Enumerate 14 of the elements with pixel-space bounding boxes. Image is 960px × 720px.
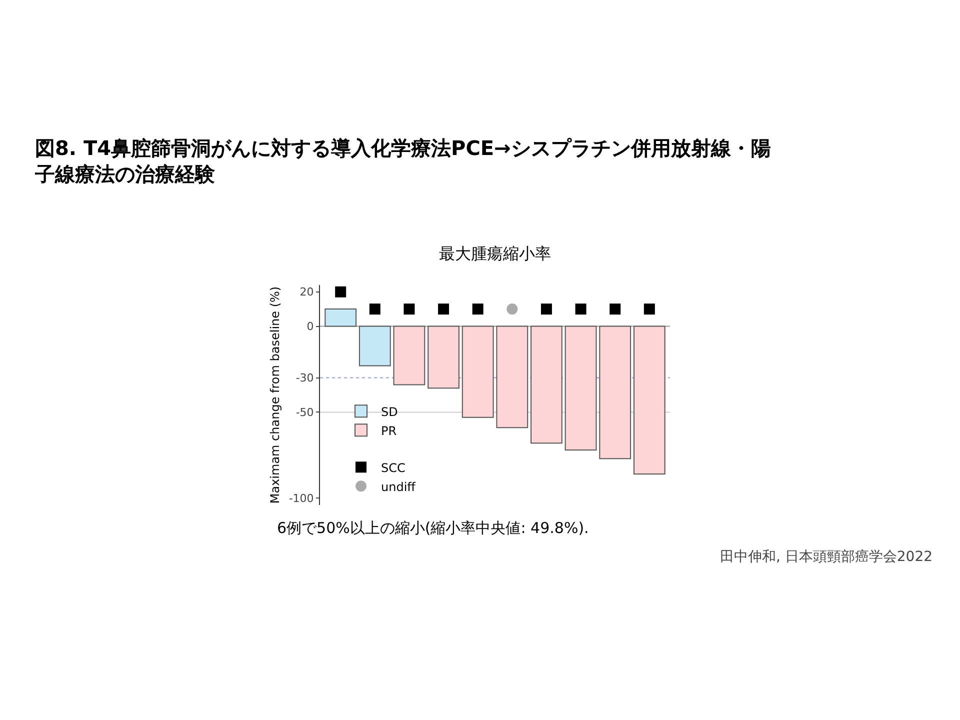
legend-label: SCC [381, 460, 406, 475]
text: 6例で50%以上の縮小(縮小率中央値: 49.8%). [277, 519, 589, 537]
y-tick-label: 0 [306, 320, 314, 334]
chart-title: 図8. T4鼻腔篩骨洞がんに対する導入化学療法PCE→シスプラチン併用放射線・陽子線療法の治療経験 [34, 136, 771, 186]
legend-label: PR [381, 424, 397, 438]
y-tick-label: -100 [288, 492, 314, 505]
legend-label: undiff [381, 480, 416, 494]
chart-subtitle: 最大腫瘍縮小率 [439, 244, 551, 263]
y-axis-title: Maximam change from baseline (%) [268, 286, 282, 504]
y-tick-label: -30 [296, 372, 314, 385]
y-tick-label: 20 [300, 286, 314, 299]
y-tick-label: -50 [296, 406, 314, 420]
text: 田中伸和, 日本頭頸部癌学会2022 [720, 549, 933, 565]
legend-label: SD [381, 404, 398, 419]
